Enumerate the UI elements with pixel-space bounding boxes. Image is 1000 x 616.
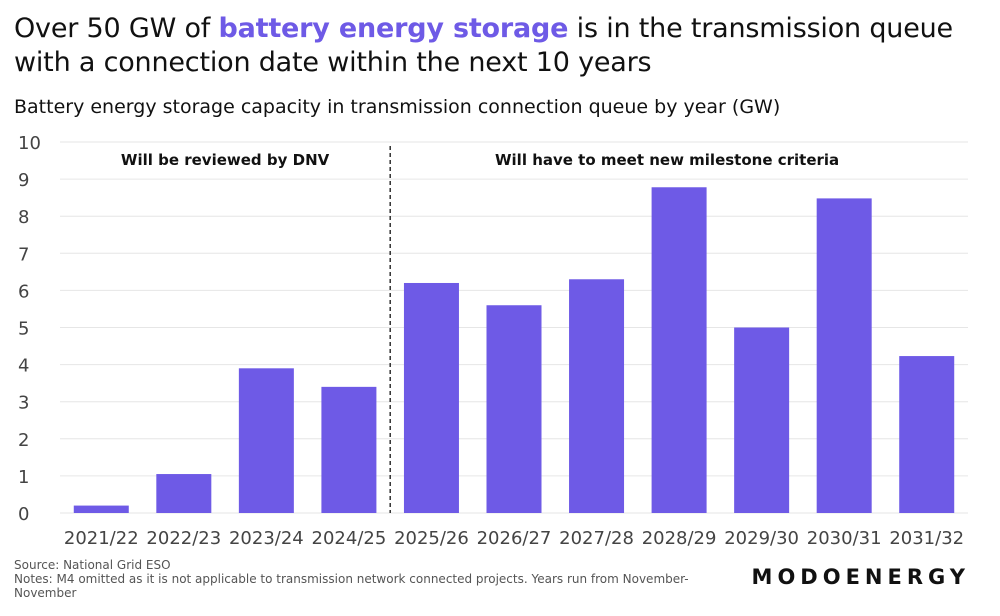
y-tick-label: 5 [18,319,29,340]
bar [899,356,955,513]
y-tick-label: 1 [18,467,29,488]
y-tick-label: 9 [18,170,29,191]
x-tick-label: 2029/30 [724,528,799,549]
bar [238,368,294,513]
bar [569,279,625,513]
x-tick-label: 2028/29 [642,528,717,549]
y-tick-label: 4 [18,356,29,377]
x-tick-label: 2030/31 [807,528,882,549]
title-prefix: Over 50 GW of [14,13,219,44]
notes: Notes: M4 omitted as it is not applicabl… [14,572,689,600]
annotation-label: Will be reviewed by DNV [121,151,330,169]
x-tick-label: 2025/26 [394,528,469,549]
x-tick-label: 2023/24 [229,528,304,549]
source-note: Source: National Grid ESO [14,558,171,572]
bar [73,505,129,513]
annotation-label: Will have to meet new milestone criteria [495,151,839,169]
y-tick-label: 0 [18,504,29,525]
x-tick-label: 2031/32 [889,528,964,549]
bar [486,305,542,513]
x-tick-label: 2021/22 [64,528,139,549]
y-tick-label: 2 [18,430,29,451]
brand-logo: MODOENERGY [751,565,970,589]
x-tick-label: 2026/27 [477,528,552,549]
bar [403,282,459,513]
y-tick-label: 7 [18,244,29,265]
bar-chart: 0 1 2 3 4 5 6 7 8 9 10 2021/22 2022/23 2023/24 2024/25… [18,133,968,549]
chart-footer: Source: National Grid ESO Notes: M4 omit… [14,558,714,600]
chart-title: Over 50 GW of battery energy storage is … [14,12,989,80]
x-tick-label: 2022/23 [146,528,221,549]
bar [651,187,707,513]
y-tick-label: 3 [18,393,29,414]
bar [734,327,790,513]
y-tick-label: 6 [18,281,29,302]
bar [321,386,377,513]
x-tick-label: 2024/25 [312,528,387,549]
y-tick-label: 10 [18,133,41,154]
x-tick-label: 2027/28 [559,528,634,549]
bar [156,474,212,513]
bar [816,198,872,513]
chart-subtitle: Battery energy storage capacity in trans… [14,96,781,118]
y-tick-label: 8 [18,207,29,228]
title-suffix: is in the transmission queue with a conn… [14,13,953,78]
title-highlight: battery energy storage [218,13,569,44]
